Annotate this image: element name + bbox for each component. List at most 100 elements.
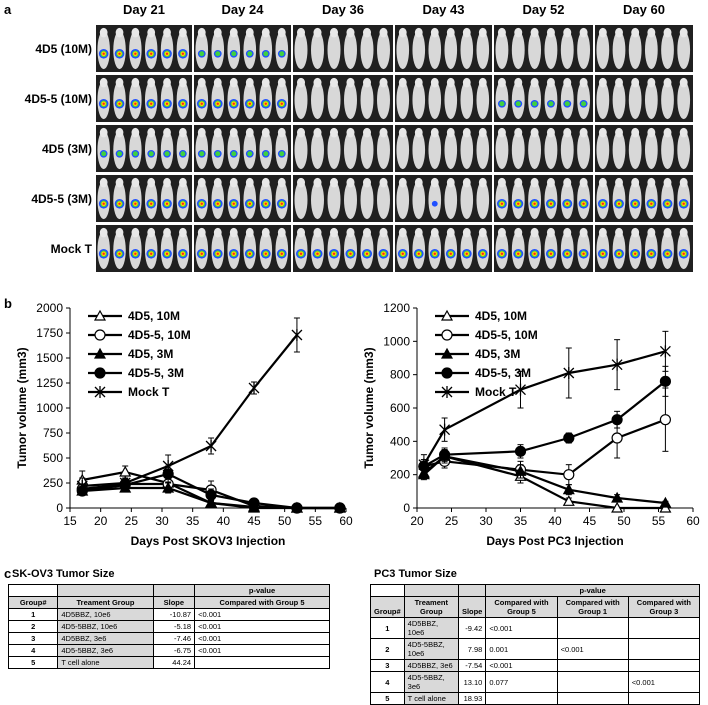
panel-label-a: a	[4, 2, 12, 17]
table-cell: <0.001	[627, 671, 701, 693]
y-tick-label: 400	[390, 434, 410, 448]
series-4: Mock T	[76, 317, 303, 495]
x-tick-label: 35	[186, 514, 200, 528]
table-cell: -7.54	[457, 659, 487, 672]
column-header: Group#	[370, 596, 405, 618]
column-header: Compared with Group 1	[556, 596, 629, 618]
table-cell	[556, 671, 629, 693]
data-marker	[611, 414, 623, 426]
table-row: 3 4D5BBZ, 3e6 -7.46 <0.001	[7, 632, 330, 645]
data-marker	[93, 347, 107, 359]
x-tick-label: 30	[479, 514, 493, 528]
data-marker	[248, 497, 260, 509]
legend-label: 4D5, 10M	[128, 309, 180, 323]
day-label: Day 60	[623, 2, 665, 17]
table-cell: <0.001	[485, 659, 558, 672]
series-4: Mock T	[418, 330, 671, 476]
series-line	[82, 334, 298, 488]
data-marker	[440, 347, 454, 359]
column-header: Compared with Group 3	[627, 596, 701, 618]
table-cell: 4D5BBZ, 3e6	[403, 659, 459, 672]
pc3-stats-table: p-value Group# Treament Group Slope Compared…	[370, 584, 701, 705]
table-row: 4 4D5-5BBZ, 3e6 -6.75 <0.001	[7, 644, 330, 657]
imaging-tile	[95, 124, 193, 173]
y-tick-label: 1250	[36, 376, 63, 390]
x-tick-label: 40	[548, 514, 562, 528]
y-tick-label: 250	[43, 476, 63, 490]
table-cell: 4D5BBZ, 10e6	[57, 608, 154, 621]
data-marker	[659, 375, 671, 387]
pc3-chart-svg: 0 200 400 600 800 1000 1200 20 25 30 35 40 45 50 55 60 D…	[362, 301, 700, 548]
data-marker	[514, 445, 527, 457]
imaging-tile	[193, 124, 292, 173]
series-line	[422, 350, 666, 466]
data-marker	[515, 383, 526, 396]
table-cell: 3	[370, 659, 405, 672]
data-marker	[119, 477, 131, 489]
data-marker	[93, 309, 107, 321]
y-tick-label: 500	[43, 451, 63, 465]
legend-label: 4D5, 3M	[475, 347, 520, 361]
table-cell	[627, 692, 701, 705]
data-marker	[162, 460, 174, 472]
data-marker	[562, 495, 575, 506]
day-label: Day 52	[522, 2, 565, 17]
y-tick-label: 2000	[36, 301, 63, 315]
y-tick-label: 0	[56, 501, 63, 515]
table-cell: -7.46	[152, 632, 196, 645]
data-marker	[438, 449, 451, 461]
y-tick-label: 1000	[383, 334, 410, 348]
imaging-tile	[594, 174, 694, 223]
table-cell: 13.10	[457, 671, 487, 693]
imaging-tile	[193, 24, 292, 73]
column-header: Compared with Group 5	[485, 596, 558, 618]
y-tick-label: 1200	[383, 301, 410, 315]
imaging-tile	[394, 224, 493, 273]
table-row: 4 4D5-5BBZ, 3e6 13.10 0.077 <0.001	[370, 671, 701, 693]
table-cell: 5	[7, 656, 59, 669]
table-cell: 1	[370, 617, 405, 639]
legend-label: 4D5, 3M	[128, 347, 173, 361]
x-tick-label: 25	[125, 514, 139, 528]
x-tick-label: 50	[617, 514, 631, 528]
skov3-tumor-chart: 0 250 500 750 1000 1250 1500 1750 2000 15 20 25 30 35…	[8, 300, 358, 560]
x-tick-label: 15	[63, 514, 77, 528]
data-marker	[334, 502, 346, 514]
imaging-tile	[493, 174, 594, 223]
data-marker	[563, 469, 575, 481]
imaging-tile	[493, 24, 594, 73]
table-cell	[556, 659, 629, 672]
table-cell: <0.001	[194, 620, 330, 633]
table-cell: <0.001	[194, 632, 330, 645]
skov3-table-title: SK-OV3 Tumor Size	[12, 568, 115, 580]
imaging-tile	[292, 124, 394, 173]
imaging-tile	[594, 124, 694, 173]
y-tick-label: 600	[390, 401, 410, 415]
panel-label-b: b	[4, 296, 12, 311]
data-marker	[205, 489, 217, 501]
table-cell: -6.75	[152, 644, 196, 657]
data-marker	[659, 496, 672, 508]
data-marker	[439, 423, 451, 436]
data-marker	[659, 414, 671, 426]
table-cell: -5.18	[152, 620, 196, 633]
pvalue-header: p-value	[485, 584, 700, 597]
table-cell	[627, 617, 701, 639]
pvalue-header: p-value	[194, 584, 330, 597]
pc3-table-title: PC3 Tumor Size	[374, 568, 457, 580]
imaging-tile	[292, 74, 394, 123]
data-marker	[611, 358, 623, 371]
data-marker	[611, 432, 623, 444]
table-cell	[194, 656, 330, 669]
header-blank	[403, 584, 459, 597]
table-cell: 5	[370, 692, 405, 705]
imaging-tile	[292, 24, 394, 73]
y-tick-label: 1000	[36, 401, 63, 415]
data-marker	[248, 382, 260, 394]
column-header: Treament Group	[403, 596, 459, 618]
x-tick-label: 60	[686, 514, 700, 528]
table-cell: 4D5BBZ, 3e6	[57, 632, 154, 645]
table-cell: -10.87	[152, 608, 196, 621]
data-marker	[119, 465, 132, 477]
imaging-tile	[394, 124, 493, 173]
